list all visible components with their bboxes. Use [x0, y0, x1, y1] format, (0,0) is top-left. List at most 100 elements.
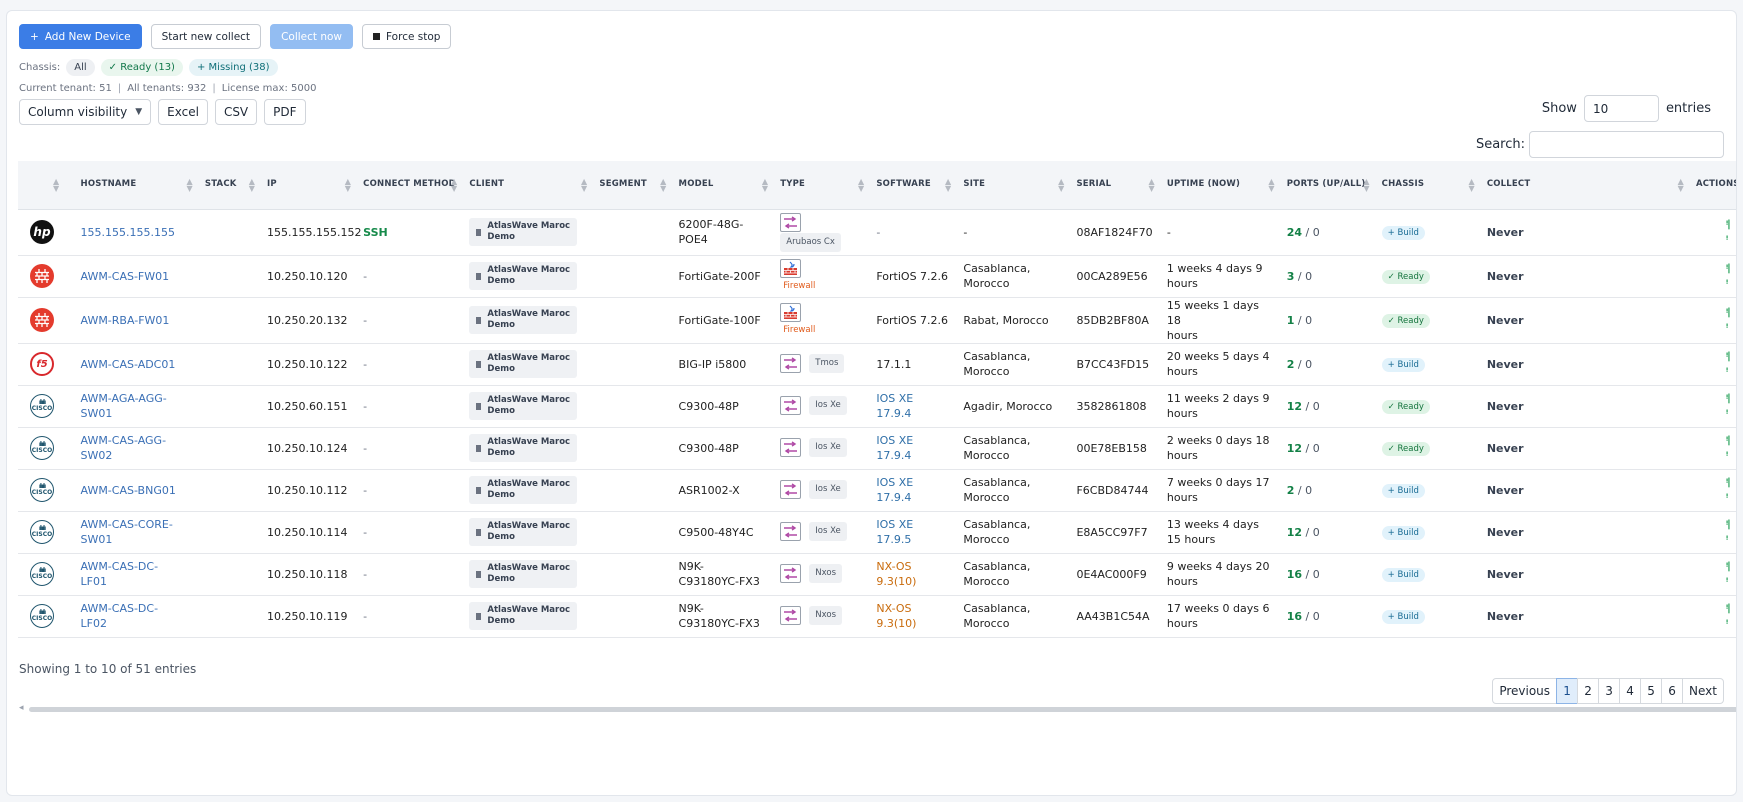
table-row[interactable]: AWM-CAS-FW01 10.250.10.120- AtlasWave Maro… — [18, 255, 1736, 298]
force-stop-button[interactable]: Force stop — [362, 24, 452, 49]
table-row[interactable]: ılıılı CISCO AWM-CAS-DC- LF02 10.250.10.119-… — [18, 595, 1736, 638]
ports-cell: 2 / 0 — [1280, 469, 1376, 512]
col-ports[interactable]: Ports (up/all) ▲ ▼ — [1280, 161, 1376, 210]
csv-button[interactable]: CSV — [214, 99, 258, 125]
collect-action-icon[interactable]: ᵎ|ᵎ — [1725, 307, 1731, 333]
col-client[interactable]: Client ▲ ▼ — [463, 161, 594, 210]
collect-action-icon[interactable]: ᵎ|ᵎ — [1725, 393, 1731, 419]
hostname-link[interactable]: AWM-CAS-ADC01 — [80, 357, 176, 371]
collect-action-icon[interactable]: ᵎ|ᵎ — [1725, 219, 1731, 245]
col-connect-method[interactable]: Connect Method ▲ ▼ — [357, 161, 464, 210]
current-tenant: Current tenant: 51 — [19, 83, 112, 94]
serial-cell: AA43B1C54A — [1070, 595, 1161, 638]
table-row[interactable]: AWM-RBA-FW01 10.250.20.132- AtlasWave Maro… — [18, 297, 1736, 344]
segment-cell — [593, 469, 673, 512]
col-ip[interactable]: IP ▲ ▼ — [261, 161, 358, 210]
start-collect-button[interactable]: Start new collect — [150, 24, 262, 49]
col-model[interactable]: Model ▲ ▼ — [672, 161, 775, 210]
col-chassis[interactable]: Chassis ▲ ▼ — [1375, 161, 1481, 210]
model-cell: N9K- C93180YC-FX3 — [672, 595, 775, 638]
client-chip: AtlasWave Maroc Demo — [469, 560, 578, 588]
connect-method-cell: - — [357, 255, 464, 298]
software-cell: IOS XE 17.9.4 — [870, 427, 958, 470]
previous-page-button[interactable]: Previous — [1492, 678, 1558, 704]
table-row[interactable]: ılıılı CISCO AWM-CAS-DC- LF01 10.250.10.118-… — [18, 553, 1736, 596]
collect-now-button[interactable]: Collect now — [270, 24, 354, 49]
page-button-3[interactable]: 3 — [1598, 678, 1621, 704]
pdf-button[interactable]: PDF — [264, 99, 306, 125]
ports-cell: 12 / 0 — [1280, 511, 1376, 554]
col-uptime[interactable]: Uptime (now) ▲ ▼ — [1160, 161, 1281, 210]
scroll-left-icon[interactable]: ◂ — [19, 703, 24, 713]
ip-cell: 10.250.10.124 — [261, 427, 358, 470]
building-icon — [476, 486, 482, 494]
col-type[interactable]: Type ▲ ▼ — [774, 161, 871, 210]
software-cell: IOS XE 17.9.4 — [870, 385, 958, 428]
next-page-button[interactable]: Next — [1682, 678, 1724, 704]
chassis-status-badge: + Build — [1381, 225, 1425, 240]
add-device-button[interactable]: + Add New Device — [19, 24, 142, 49]
chassis-status-badge: ✓ Ready — [1381, 399, 1430, 414]
chassis-filter-missing[interactable]: + Missing (38) — [188, 59, 278, 76]
table-row[interactable]: ılıılı CISCO AWM-AGA-AGG- SW01 10.250.60.151… — [18, 385, 1736, 428]
uptime-cell: 2 weeks 0 days 18 hours — [1160, 427, 1281, 470]
hostname-link[interactable]: AWM-CAS-AGG- SW02 — [80, 434, 167, 462]
col-stack[interactable]: Stack ▲ ▼ — [198, 161, 262, 210]
collect-cell: Never — [1480, 511, 1690, 554]
search-input[interactable] — [1529, 131, 1724, 158]
table-row[interactable]: hp 155.155.155.155 155.155.155.152 SSH Atlas… — [18, 209, 1736, 256]
site-cell: Casablanca, Morocco — [957, 469, 1071, 512]
page-button-5[interactable]: 5 — [1640, 678, 1663, 704]
hostname-link[interactable]: AWM-CAS-DC- LF01 — [80, 560, 159, 588]
page-button-1[interactable]: 1 — [1556, 678, 1579, 704]
ports-cell: 16 / 0 — [1280, 595, 1376, 638]
excel-button[interactable]: Excel — [158, 99, 208, 125]
collect-action-icon[interactable]: ᵎ|ᵎ — [1725, 561, 1731, 587]
collect-action-icon[interactable]: ᵎ|ᵎ — [1725, 603, 1731, 629]
scroll-thumb[interactable] — [29, 707, 1736, 712]
hostname-link[interactable]: AWM-CAS-CORE- SW01 — [80, 518, 173, 546]
page-button-6[interactable]: 6 — [1661, 678, 1684, 704]
collect-cell: Never — [1480, 427, 1690, 470]
connect-method-cell: - — [357, 297, 464, 344]
collect-action-icon[interactable]: ᵎ|ᵎ — [1725, 351, 1731, 377]
collect-action-icon[interactable]: ᵎ|ᵎ — [1725, 435, 1731, 461]
plus-icon: + — [30, 30, 39, 43]
chassis-filter-all[interactable]: All — [66, 59, 95, 76]
table-row[interactable]: f5 AWM-CAS-ADC01 10.250.10.122- AtlasWave M… — [18, 343, 1736, 386]
page-length-input[interactable]: 10 — [1583, 95, 1659, 122]
model-cell: BIG-IP i5800 — [672, 343, 775, 386]
model-cell: N9K- C93180YC-FX3 — [672, 553, 775, 596]
col-hostname[interactable]: Hostname ▲ ▼ — [74, 161, 199, 210]
collect-action-icon[interactable]: ᵎ|ᵎ — [1725, 477, 1731, 503]
table-row[interactable]: ılıılı CISCO AWM-CAS-CORE- SW01 10.250.10.11… — [18, 511, 1736, 554]
table-row[interactable]: ılıılı CISCO AWM-CAS-BNG01 10.250.10.112- At… — [18, 469, 1736, 512]
chassis-status-badge: + Build — [1381, 609, 1425, 624]
hostname-link[interactable]: AWM-RBA-FW01 — [80, 313, 170, 327]
hostname-link[interactable]: AWM-AGA-AGG- SW01 — [80, 392, 167, 420]
col-segment[interactable]: Segment ▲ ▼ — [593, 161, 673, 210]
page-button-2[interactable]: 2 — [1577, 678, 1600, 704]
stack-cell — [198, 297, 262, 344]
table-row[interactable]: ılıılı CISCO AWM-CAS-AGG- SW02 10.250.10.124… — [18, 427, 1736, 470]
ip-cell: 10.250.10.120 — [261, 255, 358, 298]
page-button-4[interactable]: 4 — [1619, 678, 1642, 704]
all-tenants: All tenants: 932 — [127, 83, 207, 94]
hostname-link[interactable]: AWM-CAS-FW01 — [80, 269, 170, 283]
hostname-link[interactable]: AWM-CAS-DC- LF02 — [80, 602, 159, 630]
chassis-filter-ready[interactable]: ✓ Ready (13) — [100, 59, 183, 76]
export-buttons: Column visibility ▼ Excel CSV PDF — [19, 99, 306, 125]
col-logo[interactable]: ▲ ▼ — [18, 161, 75, 210]
horizontal-scrollbar[interactable]: ◂ — [19, 703, 1736, 713]
col-site[interactable]: Site ▲ ▼ — [957, 161, 1071, 210]
col-software[interactable]: Software ▲ ▼ — [870, 161, 958, 210]
col-serial[interactable]: Serial ▲ ▼ — [1070, 161, 1161, 210]
column-visibility-button[interactable]: Column visibility ▼ — [19, 99, 152, 125]
segment-cell — [593, 297, 673, 344]
uptime-cell: 7 weeks 0 days 17 hours — [1160, 469, 1281, 512]
collect-action-icon[interactable]: ᵎ|ᵎ — [1725, 263, 1731, 289]
hostname-link[interactable]: 155.155.155.155 — [80, 225, 175, 239]
collect-action-icon[interactable]: ᵎ|ᵎ — [1725, 519, 1731, 545]
col-collect[interactable]: Collect ▲ ▼ — [1480, 161, 1690, 210]
hostname-link[interactable]: AWM-CAS-BNG01 — [80, 483, 176, 497]
